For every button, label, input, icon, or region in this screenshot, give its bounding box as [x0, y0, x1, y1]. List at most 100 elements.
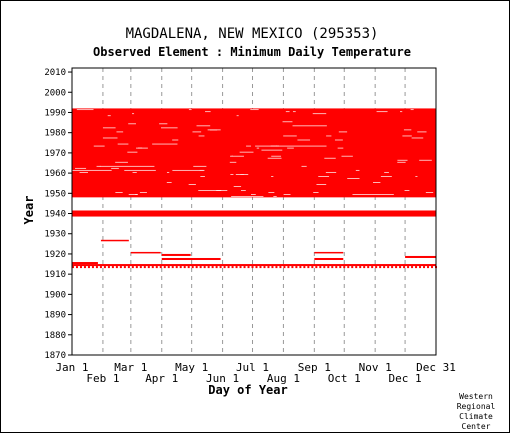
data-point — [211, 266, 214, 269]
data-point — [243, 266, 246, 269]
data-gap — [239, 151, 254, 153]
data-point — [135, 266, 138, 269]
x-tick-label: May 1 — [175, 361, 208, 374]
data-block — [161, 253, 191, 256]
data-gap — [267, 157, 282, 159]
data-gap — [373, 182, 381, 183]
x-tick-label: Jan 1 — [55, 361, 88, 374]
data-gap — [380, 176, 392, 177]
data-gap — [188, 109, 192, 111]
x-tick-label: Jun 1 — [206, 372, 239, 385]
data-point — [199, 266, 202, 269]
data-gap — [268, 192, 275, 193]
data-point — [143, 266, 146, 269]
y-tick-label: 1970 — [44, 149, 66, 159]
data-gap — [236, 115, 239, 117]
data-gap — [318, 176, 330, 177]
data-gap — [273, 196, 277, 197]
x-tick-label: Nov 1 — [359, 361, 392, 374]
data-block — [405, 255, 436, 258]
y-axis: 1870 1880 1890 1900 1910 1920 1930 1940 1950 1960… — [44, 68, 72, 361]
credit-line-3: Climate — [459, 412, 493, 421]
data-gap — [136, 147, 143, 149]
data-point — [339, 266, 342, 269]
x-axis-label: Day of Year — [208, 383, 287, 397]
data-point — [223, 266, 226, 269]
data-gap — [231, 155, 244, 157]
data-block — [72, 210, 436, 217]
data-point — [371, 266, 374, 269]
data-gap — [271, 176, 274, 177]
data-gap — [325, 171, 337, 173]
data-gap — [200, 176, 205, 177]
data-block — [314, 251, 344, 254]
data-gap — [250, 194, 256, 195]
data-gap — [115, 192, 123, 193]
data-point — [219, 266, 222, 269]
data-point — [431, 266, 434, 269]
data-gap — [271, 155, 282, 157]
data-gap — [102, 127, 116, 129]
x-tick-label: Feb 1 — [86, 372, 119, 385]
data-point — [163, 266, 166, 269]
data-gap — [76, 109, 94, 111]
data-point — [207, 266, 210, 269]
data-point — [291, 266, 294, 269]
data-point — [311, 266, 314, 269]
data-gap — [250, 109, 259, 111]
data-gap — [240, 190, 246, 191]
data-point — [359, 266, 362, 269]
data-gap — [312, 113, 327, 115]
data-point — [103, 266, 106, 269]
data-gap — [285, 111, 290, 113]
data-point — [111, 266, 114, 269]
data-point — [367, 266, 370, 269]
data-gap — [192, 131, 202, 133]
data-block — [72, 264, 436, 267]
data-point — [299, 266, 302, 269]
data-gap — [132, 113, 135, 115]
chart-subtitle: Observed Element : Minimum Daily Tempera… — [93, 45, 411, 59]
data-gap — [313, 192, 319, 193]
data-gap — [116, 131, 124, 133]
data-gap — [355, 169, 360, 171]
data-point — [255, 266, 258, 269]
data-gap — [326, 135, 332, 137]
data-gap — [188, 184, 196, 185]
data-gap — [124, 169, 156, 171]
data-point — [155, 266, 158, 269]
data-point — [319, 266, 322, 269]
data-gap — [297, 139, 311, 141]
data-point — [379, 266, 382, 269]
data-gap — [75, 167, 87, 169]
data-point — [395, 266, 398, 269]
data-block — [161, 257, 221, 261]
data-gap — [419, 159, 432, 161]
data-point — [231, 266, 234, 269]
data-point — [147, 266, 150, 269]
data-point — [251, 266, 254, 269]
data-point — [423, 266, 426, 269]
data-gap — [404, 190, 410, 191]
data-gap — [410, 109, 414, 111]
data-point — [275, 266, 278, 269]
data-gap — [338, 131, 348, 133]
x-tick-label: Aug 1 — [267, 372, 300, 385]
y-tick-label: 1930 — [44, 230, 66, 240]
x-axis: Jan 1 Mar 1 May 1 Jul 1 Sep 1 Nov 1 Dec 31 Feb … — [55, 361, 455, 385]
data-gap — [417, 131, 427, 133]
data-gap — [139, 192, 147, 193]
y-tick-label: 1980 — [44, 129, 66, 139]
data-point — [343, 266, 346, 269]
data-point — [271, 266, 274, 269]
data-point — [159, 266, 162, 269]
data-point — [387, 266, 390, 269]
plot-border — [71, 67, 437, 356]
chart-title: MAGDALENA, NEW MEXICO (295353) — [126, 26, 379, 42]
data-gap — [347, 178, 360, 179]
data-point — [375, 266, 378, 269]
x-tick-label: Sep 1 — [298, 361, 331, 374]
data-block — [72, 262, 98, 265]
data-gap — [96, 165, 101, 167]
data-point — [123, 266, 126, 269]
